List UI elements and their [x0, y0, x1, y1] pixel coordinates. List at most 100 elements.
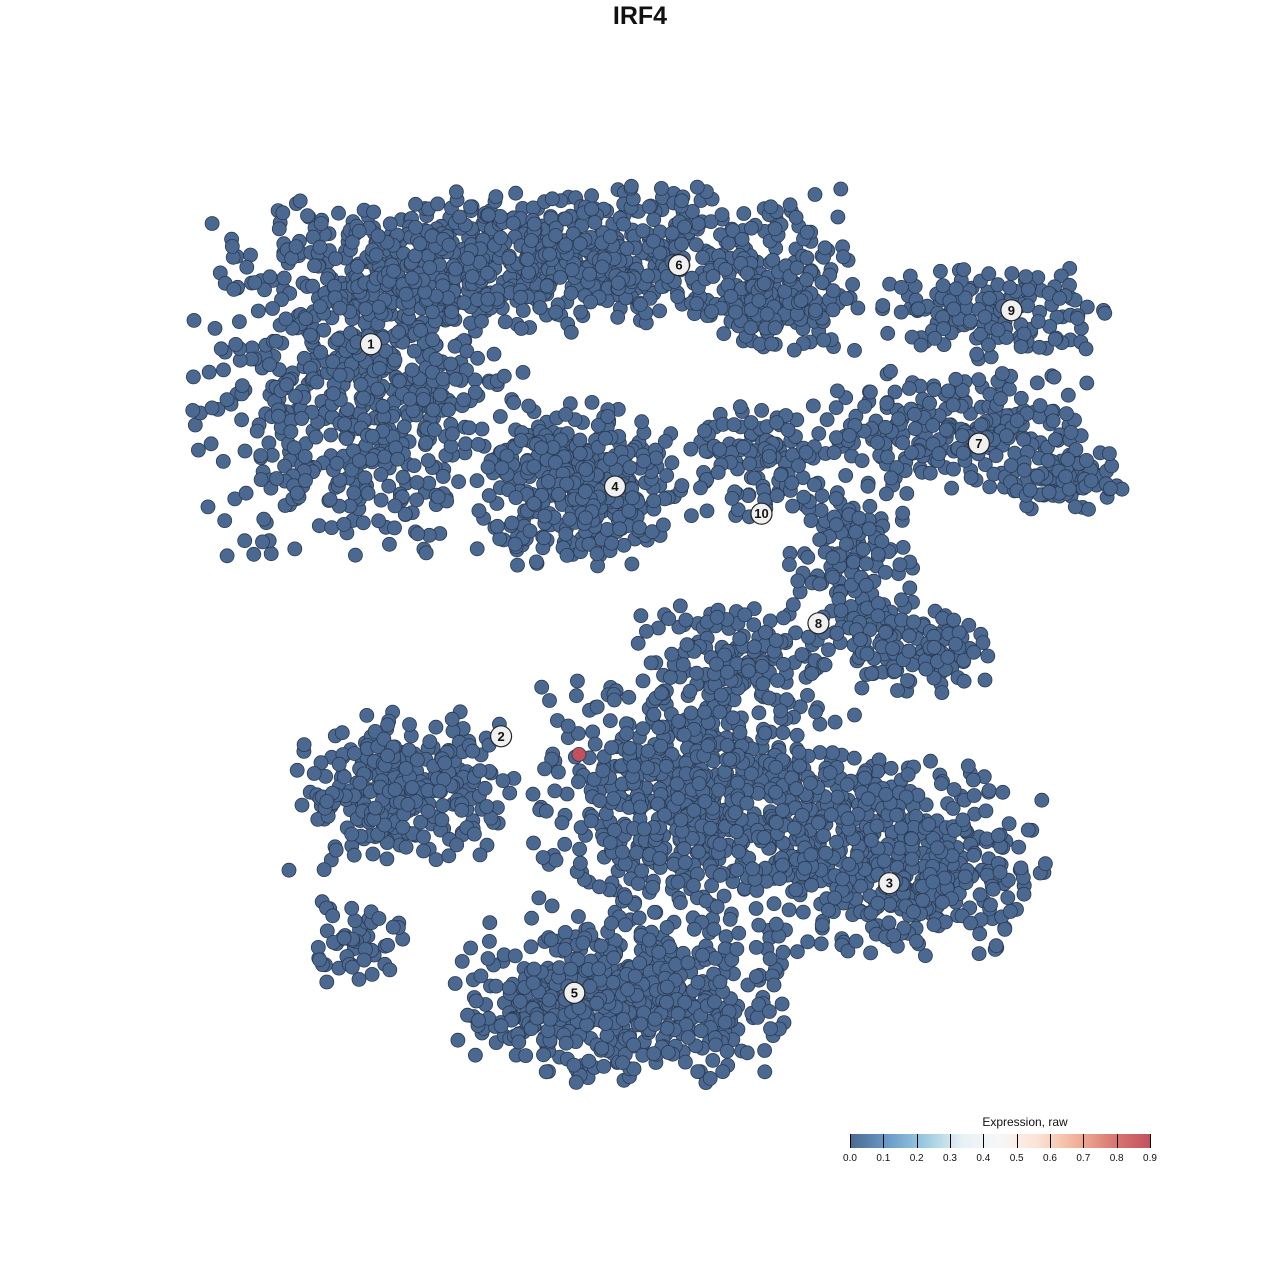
cell-point-cluster-3	[827, 714, 843, 730]
cell-point-cluster-1	[350, 258, 365, 274]
cell-point-cluster-6	[688, 237, 704, 253]
cell-point-cluster-3	[551, 764, 566, 780]
cell-point-cluster-6	[624, 178, 639, 194]
cell-point-cluster-5	[708, 951, 723, 966]
cell-point-cluster-8	[956, 673, 972, 689]
cell-point-cluster-3	[686, 878, 701, 893]
cell-point-cluster-3	[814, 917, 830, 933]
cell-point-cluster-8	[812, 532, 828, 547]
cell-point-cluster-4	[577, 484, 593, 499]
cell-point-cluster-5	[627, 968, 643, 984]
cell-point-cluster-3	[712, 868, 728, 883]
cell-point-cluster-7	[999, 428, 1014, 444]
cell-point-cluster-6	[542, 246, 557, 262]
cell-point-cluster-6	[548, 304, 564, 320]
cell-point-cluster-7	[922, 465, 938, 481]
cell-point-cluster-8	[776, 656, 791, 672]
cell-point-cluster-5	[715, 1064, 731, 1080]
cell-point-cluster-3	[669, 776, 685, 792]
cell-point-cluster-3	[571, 774, 586, 790]
cell-point-cluster-6	[689, 179, 705, 195]
cell-point-cluster-2	[281, 862, 297, 878]
cell-point-cluster-2	[398, 761, 414, 776]
cell-point-cluster-2	[379, 851, 395, 867]
cell-point-cluster-6	[619, 241, 635, 256]
cell-point-cluster-2	[428, 852, 444, 867]
cell-point-cluster-1	[387, 352, 403, 368]
cell-point-cluster-3	[559, 786, 575, 802]
cell-point-cluster-8	[800, 688, 815, 703]
cell-point-cluster-1	[331, 205, 346, 221]
cell-point-cluster-1	[492, 409, 508, 424]
cell-point-cluster-6	[744, 220, 759, 236]
cell-point-cluster-8	[885, 641, 900, 656]
cell-point-cluster-3	[657, 807, 672, 823]
cell-point-cluster-2	[454, 802, 470, 818]
cell-point-cluster-1	[247, 275, 263, 291]
cell-point-cluster-3	[647, 904, 662, 920]
cell-point-cluster-2	[477, 780, 493, 796]
cell-point-cluster-3	[751, 705, 767, 721]
cell-point-cluster-6	[646, 233, 661, 249]
cell-point-cluster-5	[706, 921, 722, 937]
cell-point-cluster-3	[997, 922, 1013, 937]
cell-point-cluster-7	[926, 382, 942, 398]
cell-point-cluster-3	[925, 874, 941, 890]
cell-point-cluster-6	[646, 212, 662, 228]
cell-point-cluster-3	[709, 899, 725, 915]
cell-point-cluster-3	[812, 716, 828, 732]
cell-point-cluster-8	[633, 608, 649, 624]
cell-point-cluster-3	[1038, 856, 1053, 872]
cell-point-cluster-7	[938, 422, 954, 438]
cell-point-cluster-3	[615, 844, 630, 860]
cell-point-cluster-2	[344, 900, 360, 916]
cell-point-cluster-4	[659, 468, 675, 483]
cell-point-cluster-4	[559, 548, 575, 563]
cell-point-cluster-1	[351, 223, 367, 239]
cell-point-cluster-5	[768, 916, 784, 932]
cell-point-cluster-7	[1081, 501, 1096, 517]
cell-point-cluster-3	[985, 881, 1001, 897]
cell-point-cluster-7	[994, 366, 1010, 381]
cell-point-cluster-6	[789, 260, 805, 276]
cell-point-cluster-1	[373, 467, 389, 482]
cell-point-cluster-6	[524, 233, 539, 248]
cell-point-cluster-7	[1060, 451, 1076, 467]
cell-point-cluster-6	[695, 250, 710, 265]
cell-point-cluster-3	[745, 861, 760, 877]
cell-point-cluster-8	[895, 540, 911, 555]
cell-point-cluster-1	[250, 303, 266, 319]
cell-point-cluster-8	[829, 626, 845, 641]
cell-point-cluster-3	[633, 799, 648, 815]
cell-point-cluster-4	[612, 521, 627, 537]
cell-point-cluster-3	[722, 752, 738, 767]
cell-point-cluster-7	[940, 383, 956, 399]
cell-point-cluster-1	[371, 360, 387, 376]
cell-point-cluster-3	[671, 714, 687, 729]
cell-point-cluster-3	[653, 738, 669, 754]
cell-point-cluster-3	[700, 738, 716, 754]
cell-point-cluster-3	[1034, 792, 1050, 808]
cell-point-cluster-1	[435, 371, 451, 387]
cell-point-cluster-1	[337, 416, 353, 432]
cell-point-cluster-7	[1030, 468, 1045, 484]
cell-point-cluster-5	[473, 968, 489, 984]
cell-point-cluster-3	[524, 910, 539, 926]
cell-point-cluster-1	[231, 314, 247, 330]
cell-point-cluster-1	[213, 341, 229, 357]
cell-point-cluster-7	[1022, 482, 1038, 498]
cell-point-cluster-3	[619, 726, 635, 741]
cell-point-cluster-6	[602, 229, 618, 245]
cell-point-cluster-5	[529, 1010, 545, 1026]
cell-point-cluster-6	[764, 336, 779, 352]
cell-point-cluster-2	[296, 737, 312, 752]
cell-point-cluster-8	[776, 610, 791, 626]
cell-point-cluster-6	[734, 231, 750, 247]
cell-point-cluster-3	[534, 679, 550, 695]
cell-point-cluster-8	[977, 672, 993, 688]
cell-point-cluster-3	[569, 688, 584, 704]
cell-point-cluster-6	[807, 187, 823, 202]
cell-point-cluster-6	[786, 342, 802, 358]
cell-point-cluster-1	[271, 221, 287, 237]
cell-point-cluster-3	[893, 820, 909, 836]
